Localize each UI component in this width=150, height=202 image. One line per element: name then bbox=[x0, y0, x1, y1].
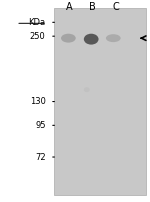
FancyBboxPatch shape bbox=[54, 8, 146, 195]
Ellipse shape bbox=[84, 87, 90, 92]
Text: 130: 130 bbox=[30, 97, 46, 106]
Ellipse shape bbox=[106, 34, 121, 42]
Text: 250: 250 bbox=[30, 32, 46, 41]
Ellipse shape bbox=[84, 34, 99, 45]
Text: 72: 72 bbox=[35, 153, 46, 162]
Text: C: C bbox=[113, 2, 120, 13]
Text: B: B bbox=[89, 2, 96, 13]
Text: 95: 95 bbox=[35, 121, 46, 130]
Text: A: A bbox=[66, 2, 72, 13]
Ellipse shape bbox=[61, 34, 76, 43]
Text: KDa: KDa bbox=[28, 18, 46, 27]
